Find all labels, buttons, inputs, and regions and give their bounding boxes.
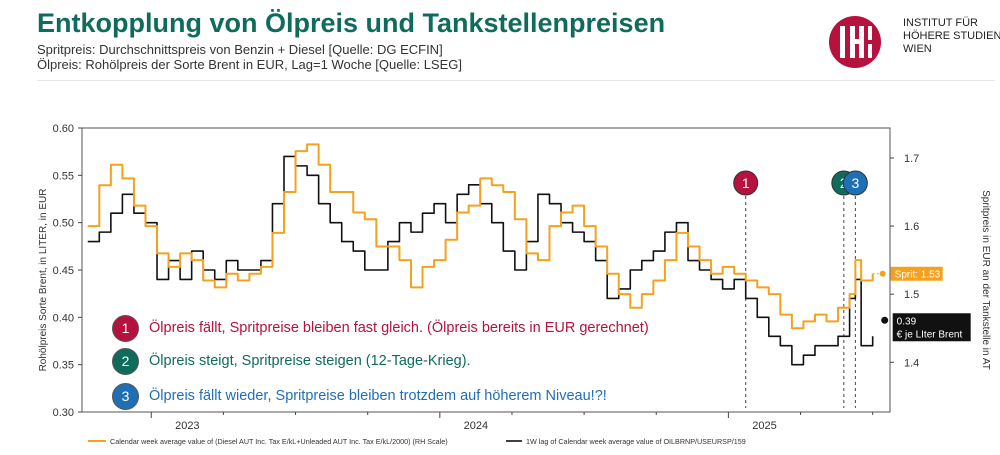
annotation-item: 1 Ölpreis fällt, Spritpreise bleiben fast… — [112, 314, 649, 342]
subtitle-oelpreis: Ölpreis: Rohölpreis der Sorte Brent in E… — [37, 57, 462, 72]
y-left-tick-label: 0.50 — [53, 218, 74, 230]
ihs-logo — [829, 16, 881, 68]
annotation-text: Ölpreis steigt, Spritpreise steigen (12-… — [149, 353, 471, 369]
oil-end-label-unit: € je LIter Brent — [897, 329, 963, 340]
x-tick-label: 2024 — [464, 420, 488, 432]
logo-line-1: INSTITUT FÜR — [903, 17, 978, 29]
y-left-tick-label: 0.45 — [53, 265, 74, 277]
y-right-axis-title: Spritpreis in EUR an der Tankstelle in A… — [980, 190, 991, 370]
ihs-logo-mark — [829, 16, 881, 68]
oil-end-label-value: 0.39 — [897, 316, 917, 327]
annotation-item: 3 Ölpreis fällt wieder, Spritpreise bleib… — [112, 382, 607, 410]
y-right-tick-label: 1.5 — [904, 289, 919, 301]
x-tick-label: 2023 — [175, 420, 199, 432]
y-right-tick-label: 1.6 — [904, 221, 919, 233]
legend-label-oil: 1W lag of Calendar week average value of… — [526, 437, 746, 446]
event-marker-number: 3 — [851, 175, 859, 191]
annotation-badge: 2 — [112, 347, 139, 375]
annotation-item: 2 Ölpreis steigt, Spritpreise steigen (12… — [112, 347, 471, 375]
y-right-tick-label: 1.7 — [904, 153, 919, 165]
series-oil-line — [87, 155, 874, 366]
event-marker-number: 1 — [742, 175, 750, 191]
annotation-badge: 3 — [112, 382, 139, 410]
legend-label-sprit: Calendar week average value of (Diesel A… — [110, 437, 448, 446]
sprit-end-dot — [879, 270, 886, 277]
y-left-tick-label: 0.30 — [53, 407, 74, 419]
y-right-tick-label: 1.4 — [904, 357, 919, 369]
y-left-tick-label: 0.35 — [53, 360, 74, 372]
y-left-tick-label: 0.40 — [53, 312, 74, 324]
annotation-badge: 1 — [112, 314, 139, 342]
header-divider — [37, 80, 995, 81]
series-sprit-line — [87, 143, 874, 330]
logo-line-3: WIEN — [903, 43, 932, 55]
ihs-logo-text: INSTITUT FÜR HÖHERE STUDIEN WIEN — [903, 17, 1000, 56]
annotation-text: Ölpreis fällt wieder, Spritpreise bleibe… — [149, 388, 607, 404]
event-marker-circle — [842, 170, 868, 196]
sprit-end-label-bg — [890, 266, 943, 281]
event-marker-circle — [733, 170, 759, 196]
subtitle-spritpreis: Spritpreis: Durchschnittspreis von Benzi… — [37, 42, 443, 57]
y-left-tick-label: 0.60 — [53, 123, 74, 135]
sprit-end-label: Sprit: 1.53 — [895, 270, 941, 281]
x-tick-label: 2025 — [752, 420, 776, 432]
oil-end-dot — [881, 316, 889, 324]
y-left-axis-title: Rohölpreis Sorte Brent, in LITER, in EUR — [38, 189, 49, 372]
logo-line-2: HÖHERE STUDIEN — [903, 30, 1000, 42]
oil-end-label-bg — [892, 313, 971, 342]
page-title: Entkopplung von Ölpreis und Tankstellenp… — [37, 8, 666, 38]
y-left-tick-label: 0.55 — [53, 170, 74, 182]
annotation-text: Ölpreis fällt, Spritpreise bleiben fast … — [149, 320, 649, 336]
